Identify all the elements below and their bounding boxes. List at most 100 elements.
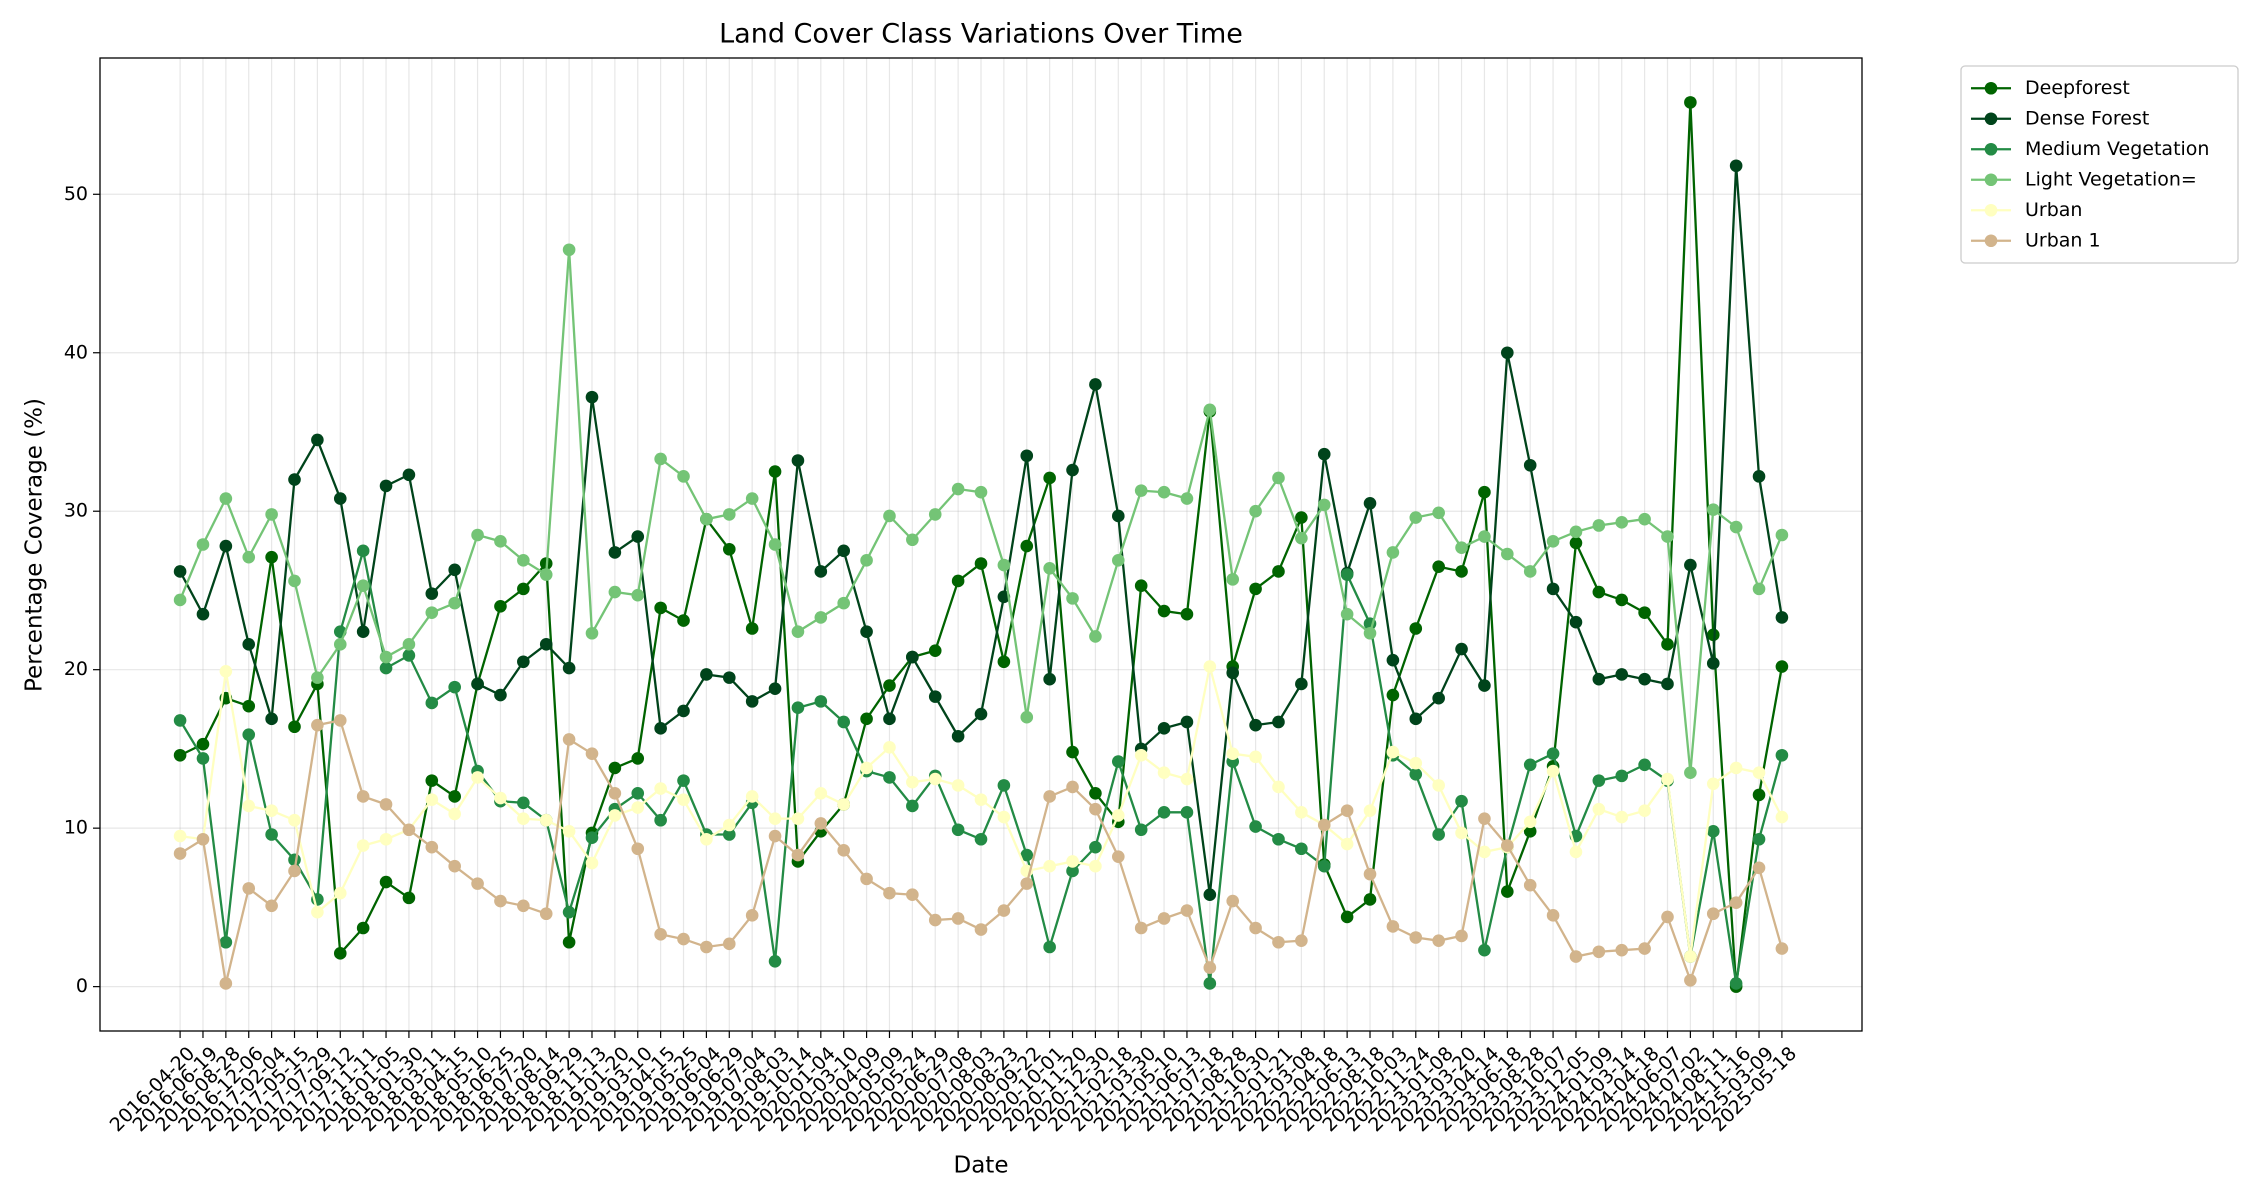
data-point <box>1729 761 1743 775</box>
data-point <box>379 661 393 675</box>
data-point <box>1066 864 1079 878</box>
y-tick-label: 20 <box>64 658 88 680</box>
data-point <box>1157 806 1171 819</box>
data-point <box>517 796 530 810</box>
data-point <box>1386 688 1400 702</box>
legend-label: Deepforest <box>2025 77 2130 99</box>
data-point <box>265 899 278 913</box>
data-point <box>1775 810 1789 824</box>
data-point <box>1203 888 1217 902</box>
data-point <box>1386 546 1400 559</box>
data-point <box>425 587 439 600</box>
data-point <box>883 679 896 692</box>
data-point <box>1043 471 1056 485</box>
data-point <box>1501 839 1514 852</box>
data-point <box>1249 504 1262 518</box>
data-point <box>517 655 530 669</box>
y-tick-label: 0 <box>76 975 88 997</box>
data-point <box>677 793 690 806</box>
series <box>173 159 1789 902</box>
data-point <box>379 650 393 664</box>
data-point <box>1317 447 1331 461</box>
data-point <box>1157 912 1171 925</box>
data-point <box>265 828 278 841</box>
data-point <box>1729 520 1743 534</box>
data-point <box>471 877 484 890</box>
data-point <box>997 655 1011 669</box>
data-point <box>1592 585 1606 599</box>
data-point <box>562 905 576 919</box>
data-point <box>722 818 736 832</box>
data-point <box>837 715 851 729</box>
data-point <box>768 812 782 825</box>
data-point <box>1340 910 1354 924</box>
data-point <box>1455 565 1468 578</box>
data-point <box>928 690 942 703</box>
data-point <box>1043 561 1056 575</box>
data-point <box>517 812 530 825</box>
data-point <box>242 699 256 713</box>
legend: Deepforest Dense Forest Medium Vegetation L… <box>1960 65 2239 264</box>
data-point <box>1340 804 1354 818</box>
data-point <box>1752 582 1766 596</box>
data-point <box>906 533 919 547</box>
y-tick-label: 50 <box>64 183 88 205</box>
data-point <box>654 601 667 615</box>
data-point <box>1111 809 1125 822</box>
data-point <box>928 913 942 927</box>
data-point <box>1478 530 1491 543</box>
data-point <box>700 940 713 954</box>
data-point <box>1180 772 1194 786</box>
data-point <box>265 804 278 818</box>
data-point <box>1111 554 1125 567</box>
data-point <box>860 872 873 886</box>
data-point <box>1615 668 1629 681</box>
data-point <box>265 508 278 521</box>
data-point <box>1157 722 1171 735</box>
legend-label: Light Vegetation= <box>2025 168 2197 190</box>
data-point <box>1066 745 1079 759</box>
data-point <box>448 596 461 610</box>
data-point <box>1409 756 1423 770</box>
data-point <box>791 812 805 825</box>
data-point <box>1203 660 1217 673</box>
data-point <box>1775 528 1789 542</box>
data-point <box>814 786 828 800</box>
data-point <box>1020 449 1034 463</box>
data-point <box>1432 560 1445 573</box>
data-point <box>1775 660 1789 673</box>
data-point <box>700 668 713 681</box>
legend-marker <box>1984 234 1998 248</box>
data-point <box>1089 802 1102 816</box>
data-point <box>1043 940 1056 954</box>
data-point <box>814 817 828 830</box>
data-point <box>265 550 278 564</box>
data-point <box>311 905 324 919</box>
data-point <box>1432 691 1445 705</box>
data-point <box>494 600 507 613</box>
data-point <box>1226 747 1240 760</box>
data-point <box>928 772 942 786</box>
data-point <box>951 482 965 496</box>
data-point <box>448 807 461 821</box>
data-point <box>1661 677 1674 691</box>
data-point <box>173 714 187 727</box>
legend-label: Medium Vegetation <box>2025 138 2209 160</box>
data-point <box>906 888 919 902</box>
data-point <box>1523 565 1537 578</box>
data-point <box>471 528 484 542</box>
data-point <box>654 452 667 466</box>
data-point <box>1638 606 1651 619</box>
data-point <box>333 947 347 960</box>
data-point <box>1432 934 1445 947</box>
data-point <box>219 977 233 990</box>
data-point <box>608 761 622 775</box>
data-point <box>1615 943 1629 957</box>
data-point <box>1409 931 1423 944</box>
data-point <box>1638 758 1651 772</box>
data-point <box>837 544 851 558</box>
data-point <box>471 771 484 784</box>
data-point <box>883 712 896 726</box>
data-point <box>1706 777 1720 791</box>
data-point <box>1020 877 1034 890</box>
